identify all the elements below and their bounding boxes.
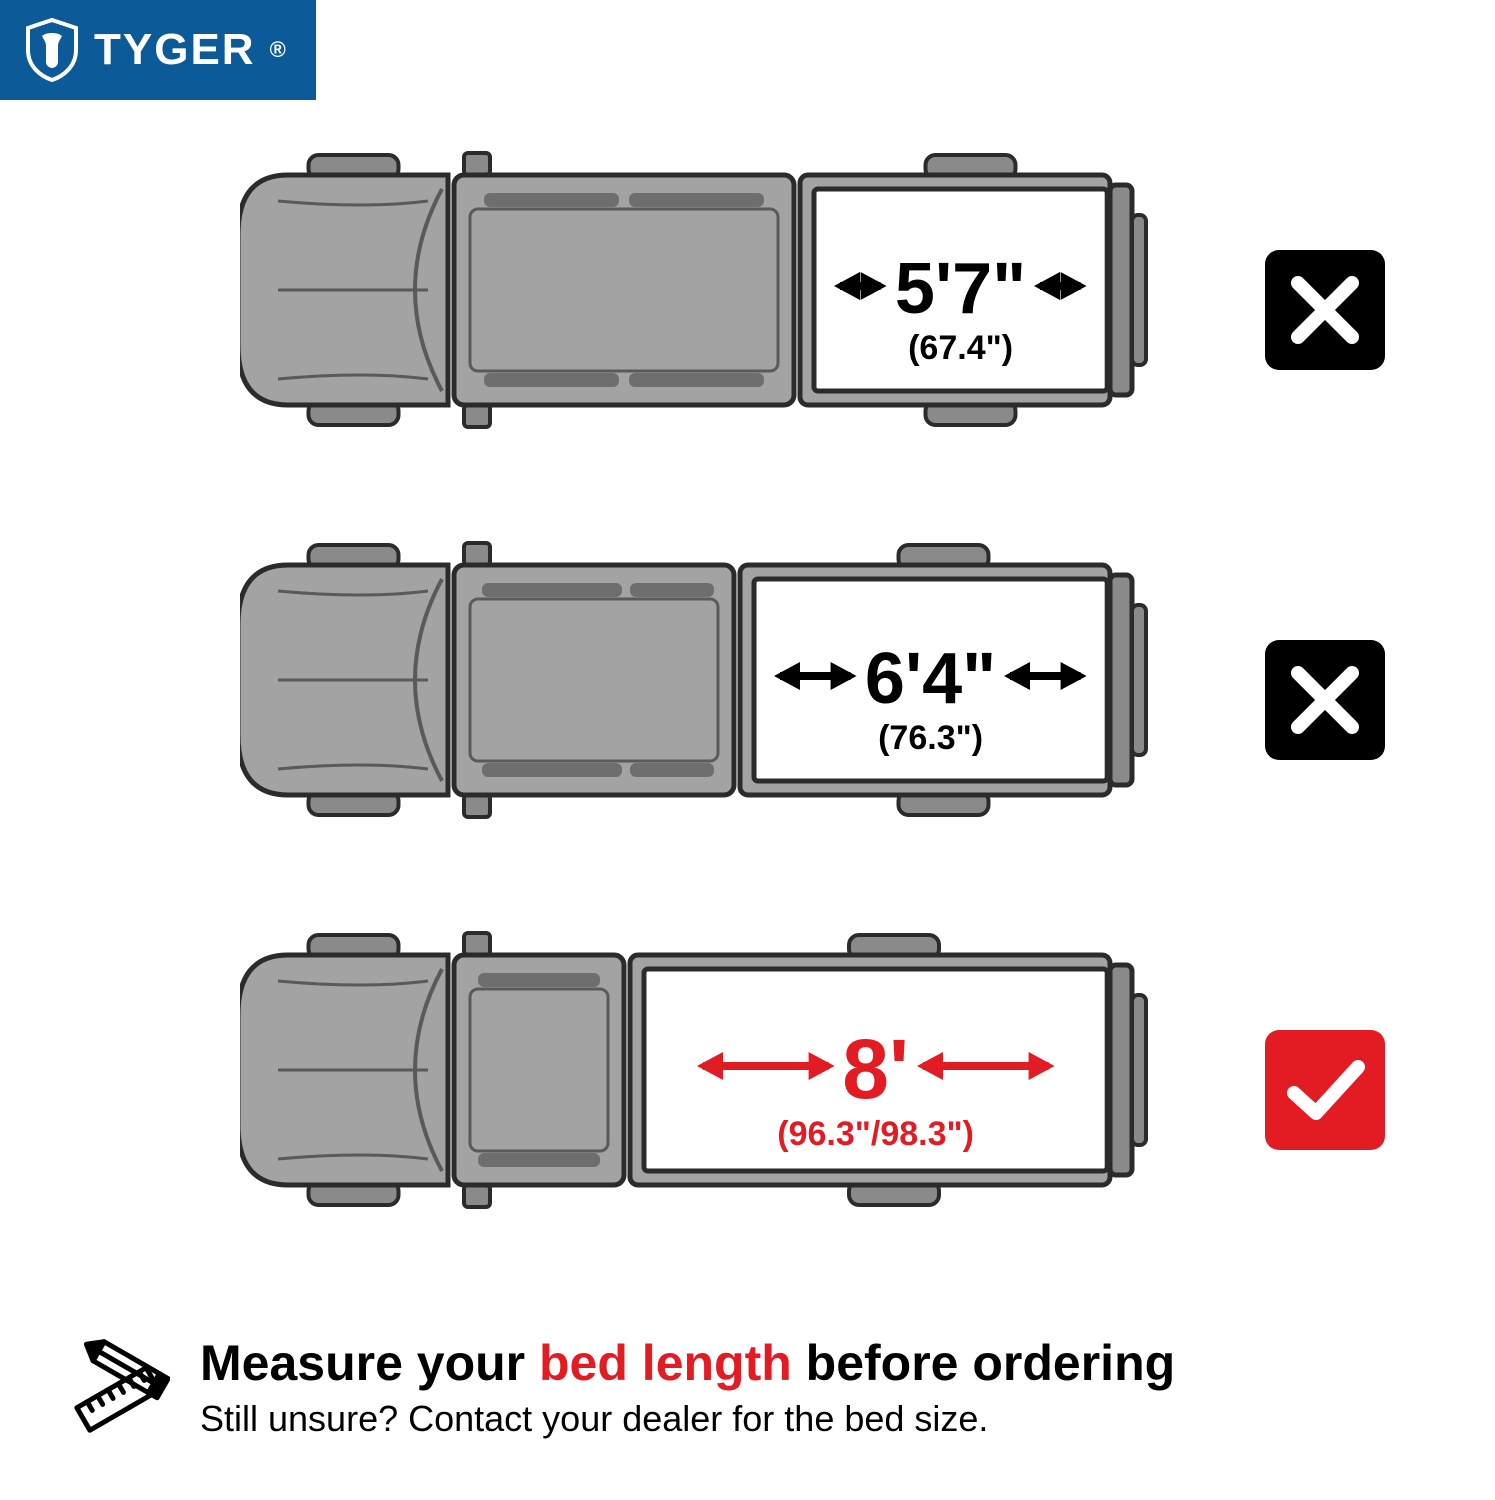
footer-accent: bed length	[539, 1335, 792, 1391]
footer-headline: Measure your bed length before ordering	[200, 1334, 1175, 1392]
measure-sub: (76.3")	[878, 719, 983, 758]
cross-icon	[1265, 640, 1385, 760]
pencil-ruler-icon	[70, 1334, 170, 1434]
footer-subline: Still unsure? Contact your dealer for th…	[200, 1398, 1175, 1440]
measure-main: 5'7"	[895, 253, 1026, 325]
check-icon	[1265, 1030, 1385, 1150]
cross-icon	[1265, 250, 1385, 370]
truck-size-list: 5'7" (67.4")	[0, 140, 1495, 1260]
footer-text: Measure your bed length before ordering …	[200, 1334, 1175, 1440]
footer-suffix: before ordering	[792, 1335, 1175, 1391]
measure-sub: (96.3"/98.3")	[777, 1115, 974, 1154]
arrow-left-icon	[772, 656, 859, 701]
measure-sub: (67.4")	[908, 329, 1013, 368]
arrow-right-icon	[915, 1046, 1057, 1091]
footer-instruction: Measure your bed length before ordering …	[70, 1334, 1425, 1440]
truck-row-short: 5'7" (67.4")	[0, 140, 1495, 480]
tyger-shield-icon	[24, 18, 80, 82]
measure-main: 6'4"	[865, 643, 996, 715]
arrow-right-icon	[1032, 266, 1089, 311]
arrow-right-icon	[1002, 656, 1089, 701]
measure-arrow-row: 8'	[695, 1027, 1057, 1111]
bed-measurement: 8' (96.3"/98.3")	[644, 989, 1107, 1191]
bed-measurement: 6'4" (76.3")	[754, 599, 1107, 801]
bed-measurement: 5'7" (67.4")	[814, 209, 1107, 411]
arrow-left-icon	[832, 266, 889, 311]
measure-arrow-row: 6'4"	[772, 643, 1089, 715]
brand-name: TYGER	[94, 25, 256, 75]
measure-main: 8'	[842, 1027, 909, 1111]
measure-arrow-row: 5'7"	[832, 253, 1089, 325]
arrow-left-icon	[695, 1046, 837, 1091]
truck-row-mid: 6'4" (76.3")	[0, 530, 1495, 870]
truck-row-long: 8' (96.3"/98.3")	[0, 920, 1495, 1260]
footer-prefix: Measure your	[200, 1335, 539, 1391]
brand-badge: TYGER ®	[0, 0, 316, 100]
registered-mark: ®	[270, 37, 286, 63]
